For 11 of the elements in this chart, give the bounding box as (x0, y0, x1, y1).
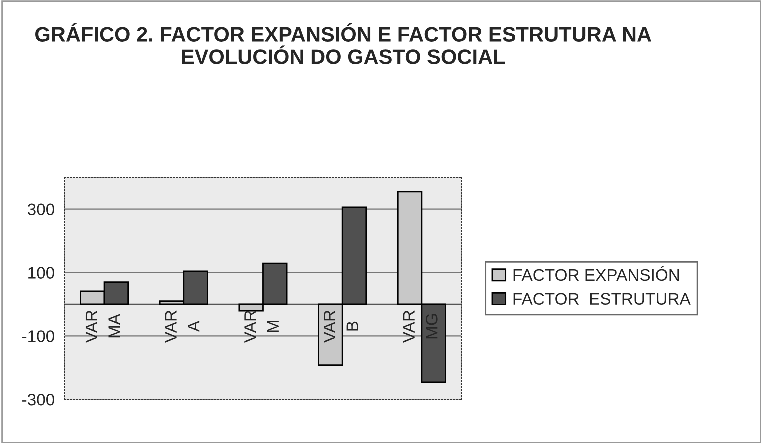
y-tick-label: -300 (22, 394, 54, 406)
y-tick-label: 300 (28, 204, 54, 216)
x-tick-label: VAR M (244, 310, 279, 343)
x-tick-label: VAR B (324, 310, 358, 343)
y-tick-label: 100 (28, 267, 54, 279)
legend-label: FACTOR EXPANSIÓN (514, 266, 680, 282)
x-tick-label: VAR MA (86, 310, 120, 343)
y-tick-label: -100 (22, 330, 54, 342)
legend-label: FACTOR ESTRUTURA (514, 293, 691, 306)
chart-title: GRÁFICO 2. FACTOR EXPANSIÓN E FACTOR ESTRUTURA NA EVOLUCIÓN DO GASTO SOCIAL (36, 23, 652, 64)
x-tick-label: VAR A (165, 310, 200, 343)
